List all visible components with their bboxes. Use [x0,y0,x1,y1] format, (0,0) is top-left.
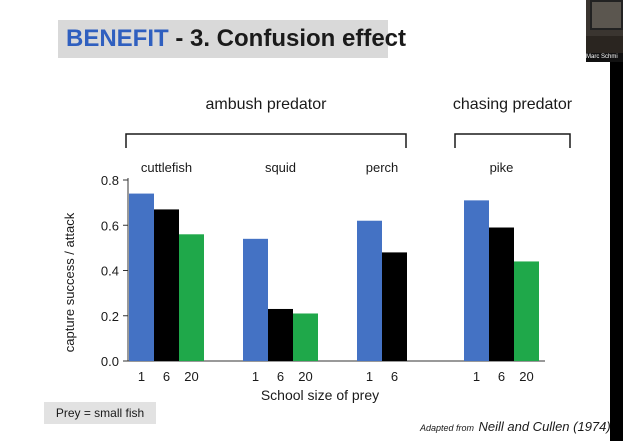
webcam-shelf [586,36,623,54]
bar [179,234,204,361]
group-label: perch [366,160,399,175]
prey-note: Prey = small fish [44,402,156,424]
title-rest: - 3. Confusion effect [168,25,407,52]
y-tick-label: 0.2 [101,309,119,324]
x-tick-label: 1 [252,369,259,384]
x-tick-label: 20 [519,369,533,384]
bar [382,252,407,361]
citation: Adapted from Neill and Cullen (1974) [420,418,611,436]
y-tick-label: 0.6 [101,218,119,233]
predator-bracket [454,133,571,148]
x-axis-label: School size of prey [261,387,379,403]
bracket-label: ambush predator [206,96,328,113]
y-axis-label: capture success / attack [62,212,77,352]
group-label: cuttlefish [141,160,192,175]
x-tick-label: 6 [391,369,398,384]
right-edge-strip [610,62,623,441]
group-label: pike [490,160,514,175]
x-tick-label: 20 [184,369,198,384]
x-tick-label: 6 [277,369,284,384]
group-label: squid [265,160,296,175]
citation-prefix: Adapted from [420,423,475,433]
x-tick-label: 6 [163,369,170,384]
bar [357,220,382,361]
bar [268,308,293,361]
slide-title: BENEFIT - 3. Confusion effect [58,20,406,58]
webcam-participant-name: Marc Schmi [586,53,623,62]
y-tick-label: 0.8 [101,173,119,188]
y-tick-label: 0.4 [101,264,119,279]
x-tick-label: 1 [138,369,145,384]
y-tick-label: 0.0 [101,354,119,369]
bar [243,238,268,361]
x-tick-label: 1 [366,369,373,384]
citation-source: Neill and Cullen (1974) [478,419,611,434]
bar [489,227,514,361]
bracket-label: chasing predator [453,96,573,113]
bar [514,261,539,361]
webcam-thumbnail[interactable]: Marc Schmi [586,0,623,62]
predator-bracket [125,133,407,148]
title-accent: BENEFIT [66,25,169,52]
bar [464,200,489,361]
bar [154,209,179,361]
x-tick-label: 20 [298,369,312,384]
bar [129,193,154,361]
x-tick-label: 6 [498,369,505,384]
webcam-background [590,0,623,30]
bar [293,313,318,361]
x-tick-label: 1 [473,369,480,384]
